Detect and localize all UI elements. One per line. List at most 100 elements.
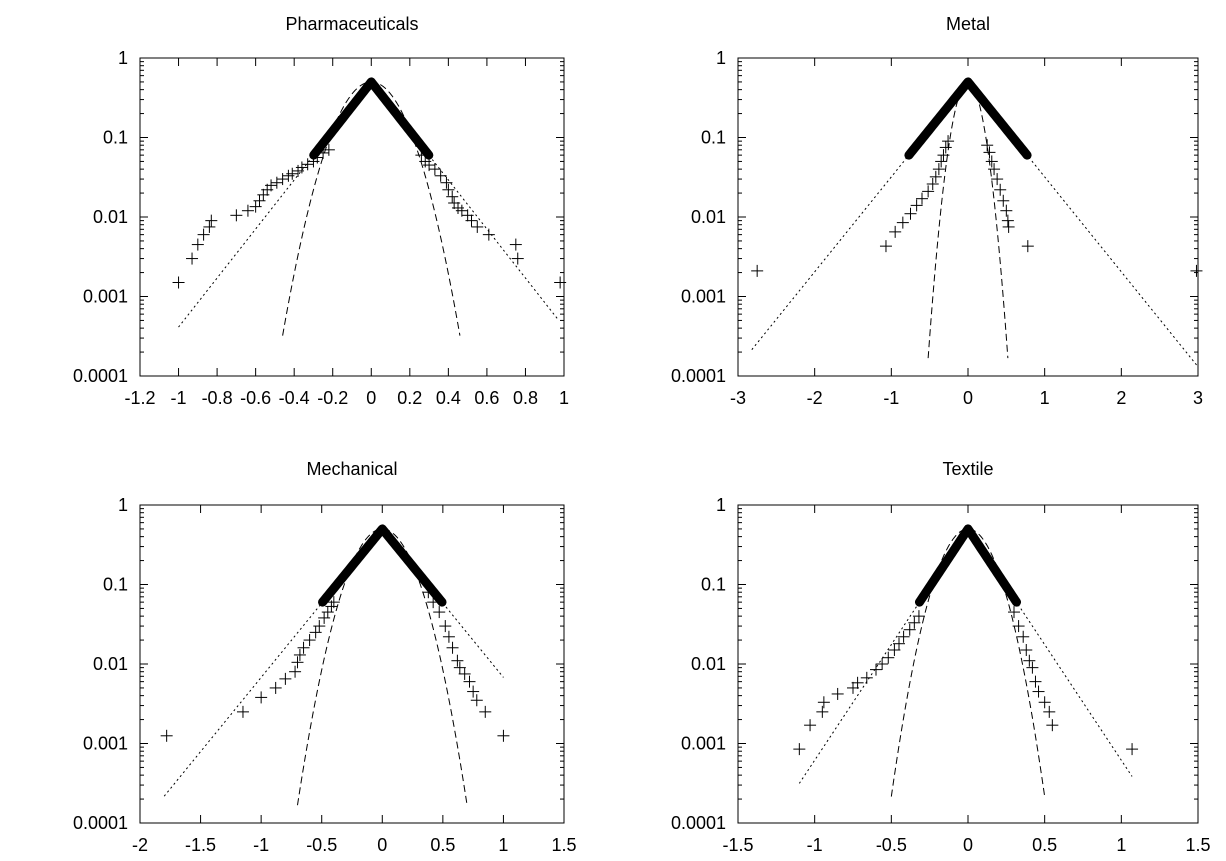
data-point [497,729,510,742]
data-point [433,606,446,619]
x-tick-label: -0.6 [240,388,271,408]
data-point [470,694,483,707]
data-point [415,149,428,162]
data-point [1012,620,1025,633]
data-point [988,163,1001,176]
data-point [1043,705,1056,718]
plot-frame [737,504,1199,824]
data-point [291,656,304,669]
data-point [879,240,892,253]
x-tick-label: 1 [1116,835,1126,855]
x-tick-label: 1 [559,388,569,408]
data-point [293,648,306,661]
data-point [1126,743,1139,756]
data-point [309,626,322,639]
x-tick-label: 0.8 [513,388,538,408]
x-tick-label: 1.5 [551,835,576,855]
data-point [172,276,185,289]
x-tick-label: -0.5 [306,835,337,855]
data-point [983,146,996,159]
data-point [479,705,492,718]
data-point [893,637,905,650]
data-point [870,663,882,676]
x-tick-label: 0 [963,388,973,408]
data-point [318,611,331,624]
data-point [301,158,314,171]
data-point [265,179,278,192]
x-tick-label: -0.4 [279,388,310,408]
data-point [458,667,471,680]
data-point [191,238,204,251]
data-point [908,616,921,629]
data-point [442,630,455,643]
data-point [985,155,998,168]
data-point [981,139,994,152]
data-point [1020,644,1033,657]
data-point [427,596,440,609]
data-point [276,173,289,186]
data-point [831,687,844,700]
data-point [442,183,455,196]
y-tick-label: 0.1 [103,575,128,595]
data-point [932,163,945,176]
data-point [922,185,935,198]
data-point [465,214,478,227]
data-point [422,586,435,599]
data-point [471,220,484,233]
data-point [793,743,806,756]
y-tick-label: 0.0001 [73,813,128,833]
data-point [434,169,447,182]
data-point [321,606,334,619]
laplace-fit-line [751,81,1199,368]
x-tick-label: -0.2 [317,388,348,408]
data-point [851,676,864,689]
data-point [440,176,453,189]
x-tick-label: -2 [132,835,148,855]
data-point [939,141,952,154]
x-tick-label: -1.2 [124,388,155,408]
data-point [926,178,939,191]
x-tick-label: -1 [883,388,899,408]
data-point [317,146,330,159]
y-tick-label: 0.001 [681,287,726,307]
panel-metal: Metal -3 -2 -1 0 1 2 3 0.0001 0.001 0.01 0.1 1 [671,14,1203,408]
data-point [1032,685,1045,698]
panel-textile: Textile -1.5 -1 -0.5 0 0.5 1 1.5 0.0001 0.001 0.0… [671,459,1211,855]
data-point [916,192,928,205]
data-point [897,630,910,643]
data-point [467,685,480,698]
data-point [1023,654,1036,667]
data-point [428,163,441,176]
data-point [322,143,335,156]
x-tick-label: -0.5 [876,835,907,855]
y-tick-label: 1 [716,495,726,515]
panel-pharmaceuticals: Pharmaceuticals -1.2 -1 -0.8 -0.6 -0.4 -0.2 0 0… [73,14,569,408]
data-point [1029,675,1042,688]
data-point [446,641,459,654]
data-point [1001,214,1014,227]
y-tick-label: 1 [118,495,128,515]
x-tick-label: -1 [807,835,823,855]
data-point [876,658,889,670]
data-point [937,149,950,162]
laplace-fit-line [163,528,504,797]
data-point [935,155,948,168]
y-tick-label: 0.0001 [671,366,726,386]
data-point [889,225,902,238]
data-point [303,634,316,647]
x-tick-label: -3 [730,388,746,408]
data-point [896,216,909,229]
data-point [816,705,829,718]
data-point [847,681,859,694]
y-tick-label: 0.1 [701,575,726,595]
gaussian-fit-line [890,528,1046,797]
x-tick-label: -0.8 [202,388,233,408]
y-tick-label: 0.001 [83,287,128,307]
data-point [197,228,210,241]
data-point [205,214,218,227]
data-point [554,276,567,289]
dense-marker-cluster [914,524,1022,607]
data-point [236,705,249,718]
data-point [860,671,873,684]
